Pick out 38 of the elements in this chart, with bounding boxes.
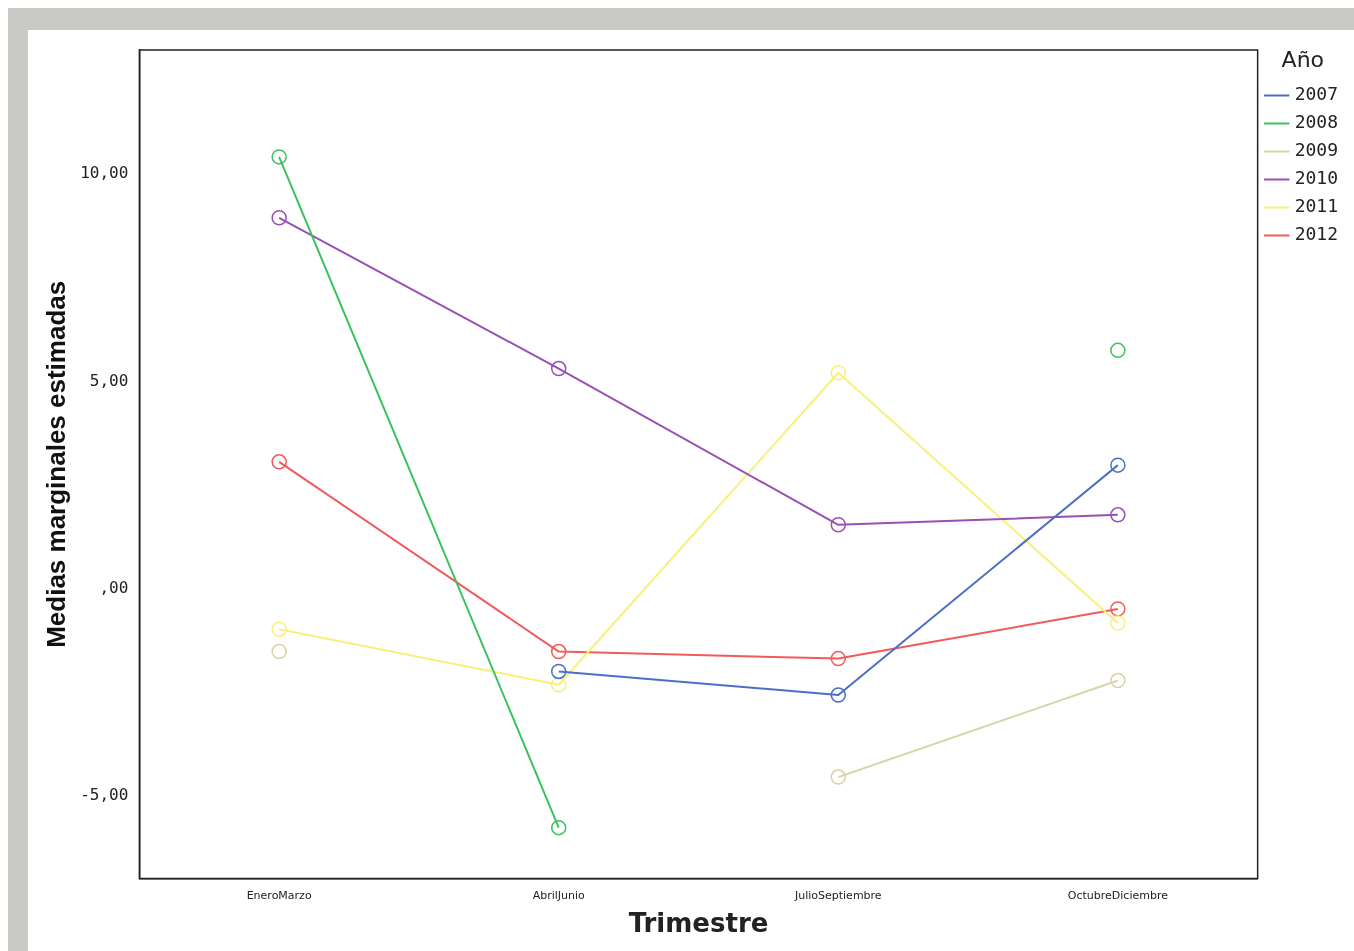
point (271, 621, 287, 637)
point (550, 643, 567, 660)
point (271, 643, 287, 660)
y-axis-title: Medias marginales estimadas (40, 280, 71, 648)
point (1110, 615, 1126, 631)
point (830, 517, 847, 533)
x-tick-label: JulioSeptiembre (793, 889, 882, 903)
legend-label: 2011 (1294, 195, 1339, 217)
y-tick-label: 5,00 (89, 370, 129, 390)
legend-label: 2008 (1294, 111, 1339, 133)
point (830, 364, 847, 381)
point (550, 819, 567, 836)
point (1110, 507, 1126, 523)
point (830, 650, 847, 667)
point (1110, 672, 1126, 689)
point (271, 210, 287, 226)
y-tick-label: 10,00 (80, 163, 129, 183)
x-tick-label: EneroMarzo (246, 889, 312, 903)
point (550, 676, 567, 693)
x-tick-label: OctubreDiciembre (1067, 889, 1169, 903)
point (830, 687, 847, 703)
legend-label: 2007 (1294, 83, 1339, 105)
legend-label: 2012 (1294, 223, 1339, 245)
point (1110, 342, 1126, 359)
y-tick-label: -5,00 (80, 784, 129, 804)
point (1110, 601, 1126, 617)
x-axis-title: Trimestre (628, 908, 769, 939)
point (830, 769, 847, 785)
point (271, 454, 287, 470)
y-tick-label: ,00 (99, 577, 129, 597)
legend-label: 2009 (1294, 139, 1339, 161)
point (1110, 457, 1126, 473)
point (550, 663, 567, 680)
point (271, 149, 287, 165)
point (550, 360, 567, 377)
x-tick-label: AbrilJunio (532, 889, 586, 903)
legend-title: Año (1281, 46, 1325, 72)
legend-label: 2010 (1294, 167, 1339, 189)
